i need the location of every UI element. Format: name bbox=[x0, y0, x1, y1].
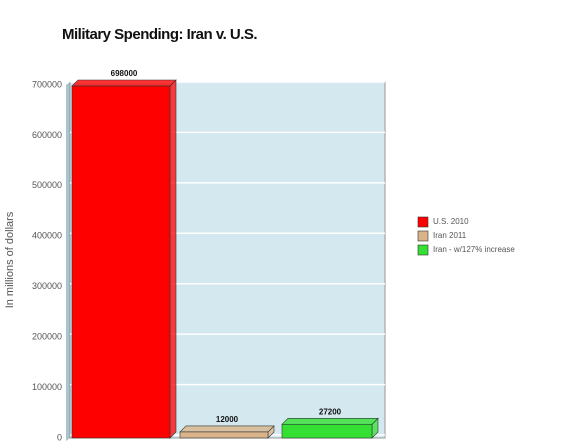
legend-swatch bbox=[417, 230, 429, 242]
y-tick-label: 500000 bbox=[32, 180, 62, 190]
value-label: 12000 bbox=[216, 415, 239, 424]
chart-title: Military Spending: Iran v. U.S. bbox=[62, 26, 257, 43]
y-tick-label: 300000 bbox=[32, 281, 62, 291]
bar-top bbox=[179, 425, 275, 433]
value-label: 698000 bbox=[111, 69, 138, 78]
bar-top bbox=[71, 79, 177, 87]
legend-swatch bbox=[417, 244, 429, 256]
y-tick-label: 400000 bbox=[32, 231, 62, 241]
value-label: 27200 bbox=[319, 407, 342, 416]
bar bbox=[281, 423, 373, 439]
bar bbox=[71, 85, 171, 439]
legend-swatch bbox=[417, 216, 429, 228]
y-axis-label: In millions of dollars bbox=[4, 211, 16, 308]
y-tick-label: 700000 bbox=[32, 79, 62, 89]
y-tick-label: 200000 bbox=[32, 332, 62, 342]
legend-label: U.S. 2010 bbox=[433, 217, 469, 226]
legend-label: Iran - w/127% increase bbox=[433, 245, 515, 254]
legend-label: Iran 2011 bbox=[433, 231, 467, 240]
y-tick-label: 0 bbox=[57, 432, 62, 442]
bar-top bbox=[281, 417, 379, 425]
y-tick-label: 100000 bbox=[32, 382, 62, 392]
plot-wall bbox=[66, 82, 70, 441]
bar bbox=[179, 431, 269, 439]
y-tick-label: 600000 bbox=[32, 130, 62, 140]
bar-side bbox=[169, 79, 177, 439]
